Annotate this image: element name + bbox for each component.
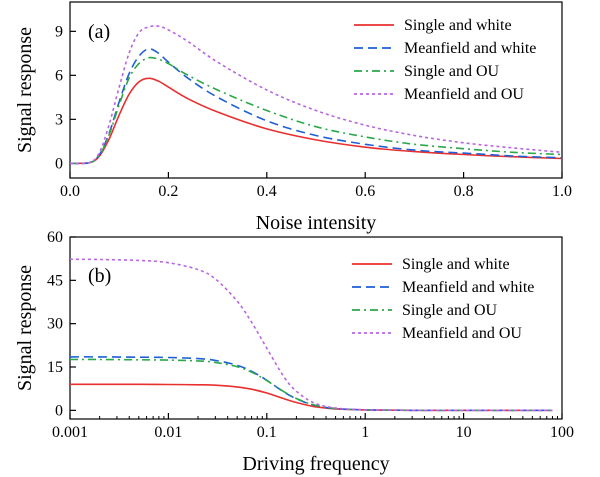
panel-a-x-tick-label: 1.0 [552,183,572,200]
panel-a-series-line-single-and-ou [69,56,563,165]
panel-b-y-tick-label: 30 [47,316,63,333]
panel-a-label: (a) [88,21,110,43]
panel-b: 0.001 0.01 0.1 1 10 100 0 15 30 45 60 (b) Single a… [14,229,574,475]
panel-b-series [69,258,553,412]
panel-a: 0.0 0.2 0.4 0.6 0.8 1.0 0 3 6 9 (a) Single and wh… [14,1,572,234]
panel-a-x-tick-label: 0.6 [355,183,375,200]
panel-b-x-tick-label: 0.001 [52,424,88,441]
panel-b-series-line-single-and-ou [69,358,553,412]
panel-b-y-tick-label: 60 [47,229,63,246]
panel-b-x-tick-label: 1 [361,424,369,441]
panel-b-y-tick-label: 15 [47,359,63,376]
panel-a-y-tick-label: 6 [55,67,63,84]
panel-b-legend-label-single-and-ou: Single and OU [402,302,498,319]
panel-a-legend: Single and white Meanfield and white Singl… [354,17,536,103]
panel-a-y-tick-label: 0 [55,155,63,172]
panel-a-legend-label-meanfield-and-ou: Meanfield and OU [404,86,524,103]
panel-b-x-axis-title: Driving frequency [242,453,389,475]
panel-b-series-line-meanfield-and-ou [69,258,553,412]
panel-b-y-tick-label: 45 [47,272,63,289]
panel-b-series-line-meanfield-and-white [69,356,553,412]
panel-a-y-axis-title: Signal response [14,27,36,153]
panel-a-x-tick-label: 0.2 [158,183,178,200]
panel-b-y-tick-label: 0 [55,402,63,419]
panel-a-x-axis-title: Noise intensity [256,212,377,234]
panel-b-plot-frame [69,236,563,420]
panel-a-series [69,25,563,165]
panel-b-ticks: 0.001 0.01 0.1 1 10 100 0 15 30 45 60 [47,229,574,441]
panel-b-x-tick-label: 0.1 [257,424,277,441]
panel-b-x-tick-label: 10 [456,424,472,441]
panel-b-label: (b) [88,265,111,287]
panel-a-legend-label-meanfield-and-white: Meanfield and white [404,40,536,57]
panel-a-legend-label-single-and-ou: Single and OU [404,63,500,80]
panel-a-x-tick-label: 0.8 [454,183,474,200]
panel-a-x-tick-label: 0.4 [257,183,277,200]
panel-b-series-line-single-and-white [69,383,553,412]
panel-a-legend-label-single-and-white: Single and white [404,17,512,34]
panel-a-x-tick-label: 0.0 [60,183,80,200]
panel-b-legend-label-single-and-white: Single and white [402,256,510,273]
panel-b-legend-label-meanfield-and-ou: Meanfield and OU [402,325,522,342]
panel-b-legend: Single and white Meanfield and white Singl… [352,256,534,342]
panel-b-x-tick-label: 100 [550,424,574,441]
panel-b-legend-label-meanfield-and-white: Meanfield and white [402,279,534,296]
panel-a-y-tick-label: 9 [55,23,63,40]
panel-a-ticks: 0.0 0.2 0.4 0.6 0.8 1.0 0 3 6 9 [55,23,572,200]
panel-a-series-line-single-and-white [69,77,563,165]
panel-a-plot-frame [69,1,563,179]
panel-b-x-tick-label: 0.01 [154,424,182,441]
panel-a-y-tick-label: 3 [55,111,63,128]
panel-b-y-axis-title: Signal response [14,265,36,391]
panel-a-series-line-meanfield-and-ou [69,25,563,165]
